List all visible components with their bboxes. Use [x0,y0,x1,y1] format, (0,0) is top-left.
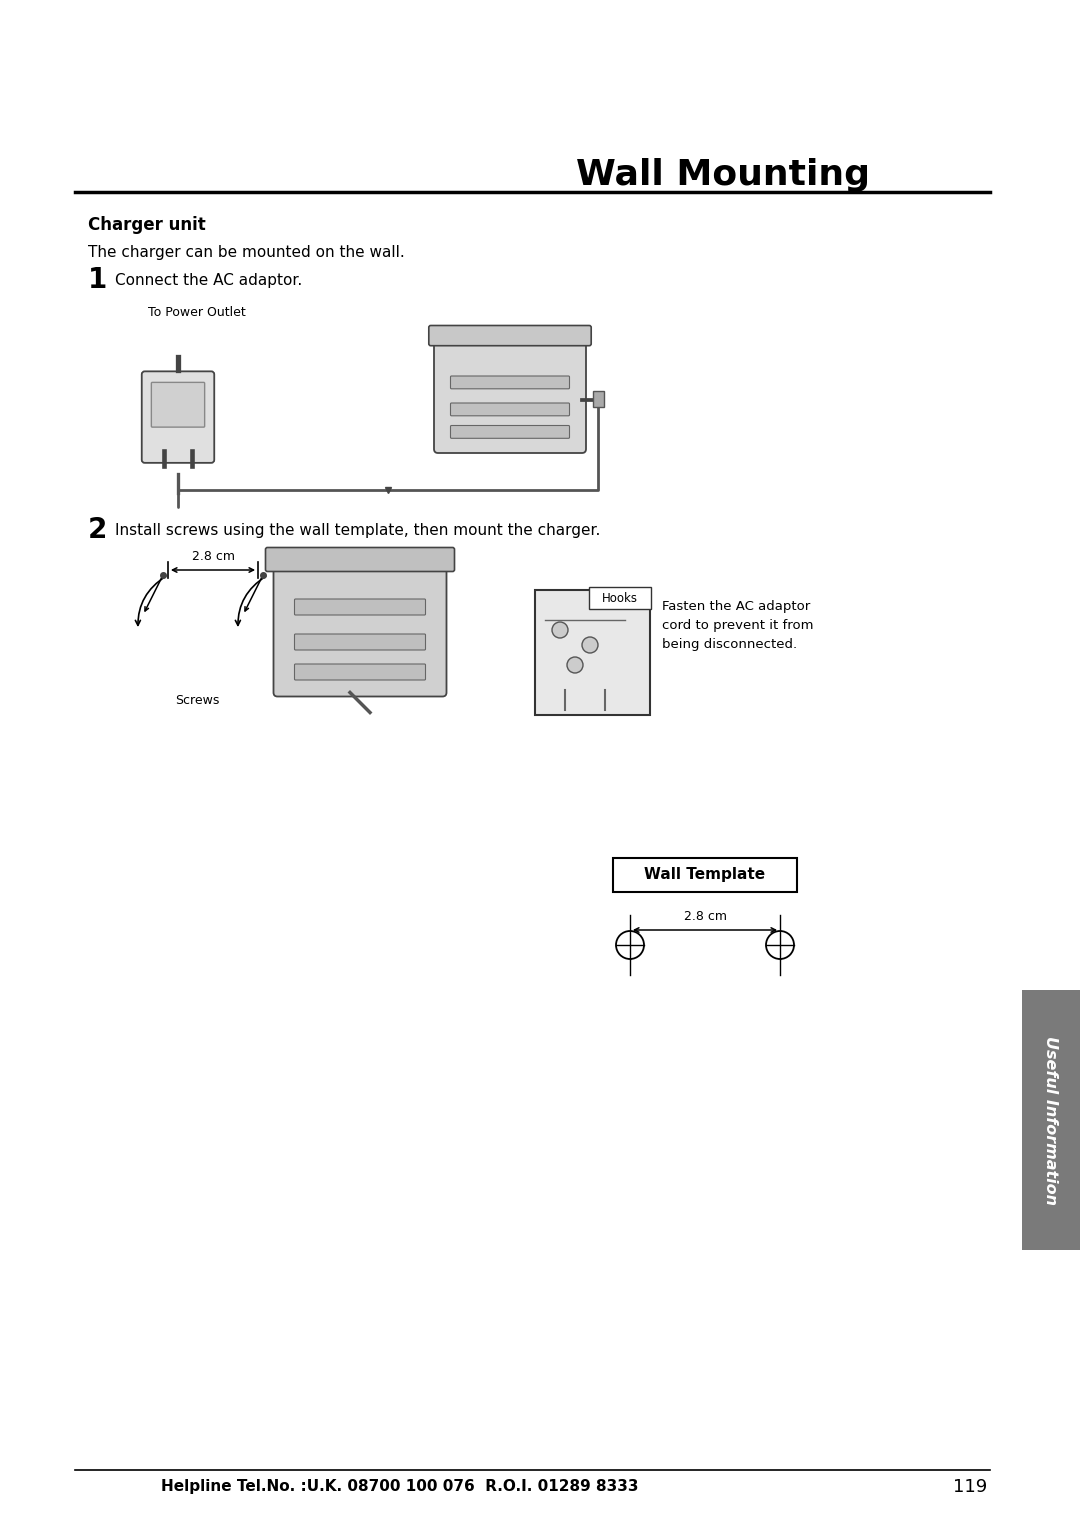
Text: To Power Outlet: To Power Outlet [148,307,246,319]
Text: Useful Information: Useful Information [1043,1036,1058,1204]
Text: Helpline Tel.No. :U.K. 08700 100 076  R.O.I. 01289 8333: Helpline Tel.No. :U.K. 08700 100 076 R.O… [161,1479,638,1494]
FancyBboxPatch shape [273,564,446,697]
FancyBboxPatch shape [429,325,591,345]
FancyBboxPatch shape [535,590,650,715]
FancyBboxPatch shape [434,338,586,452]
Text: Fasten the AC adaptor
cord to prevent it from
being disconnected.: Fasten the AC adaptor cord to prevent it… [662,601,813,651]
Circle shape [766,931,794,960]
Circle shape [567,657,583,672]
FancyBboxPatch shape [593,391,604,406]
Text: 2.8 cm: 2.8 cm [191,550,234,562]
Text: Wall Mounting: Wall Mounting [576,157,870,193]
Circle shape [582,637,598,652]
Text: Wall Template: Wall Template [645,868,766,883]
FancyBboxPatch shape [151,382,204,428]
FancyBboxPatch shape [450,425,569,439]
FancyBboxPatch shape [450,403,569,416]
Text: 2.8 cm: 2.8 cm [684,911,727,923]
Circle shape [616,931,644,960]
FancyBboxPatch shape [450,376,569,388]
FancyBboxPatch shape [589,587,651,610]
FancyBboxPatch shape [295,599,426,614]
FancyBboxPatch shape [1022,990,1080,1250]
Text: Charger unit: Charger unit [87,215,206,234]
Text: 2: 2 [87,516,107,544]
Circle shape [552,622,568,639]
Text: Install screws using the wall template, then mount the charger.: Install screws using the wall template, … [114,523,600,538]
FancyBboxPatch shape [295,665,426,680]
FancyBboxPatch shape [266,547,455,571]
Text: Connect the AC adaptor.: Connect the AC adaptor. [114,272,302,287]
Text: Screws: Screws [175,694,219,706]
Text: 1: 1 [87,266,107,293]
Text: The charger can be mounted on the wall.: The charger can be mounted on the wall. [87,244,405,260]
FancyBboxPatch shape [613,859,797,892]
Text: Hooks: Hooks [602,591,638,605]
Text: 119: 119 [953,1478,987,1496]
FancyBboxPatch shape [295,634,426,649]
FancyBboxPatch shape [141,371,214,463]
